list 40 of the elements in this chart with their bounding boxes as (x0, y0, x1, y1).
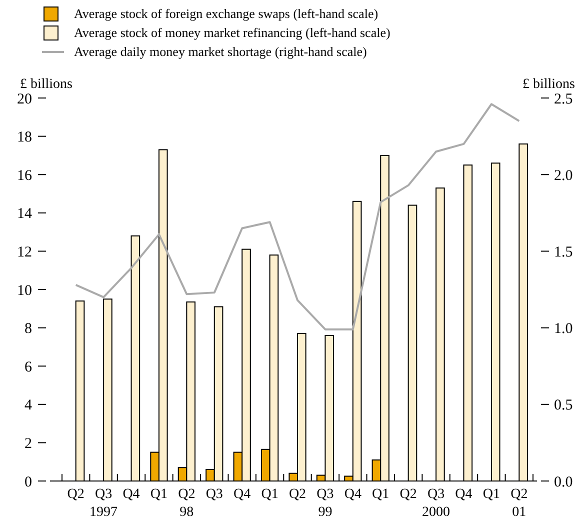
x-tick-label: Q3 (206, 487, 223, 502)
y-tick-label: 2 (24, 436, 32, 452)
x-tick-label: Q3 2000 (422, 487, 450, 520)
y-tick-label: 18 (17, 130, 32, 146)
x-tick-label: Q2 (288, 487, 306, 502)
y2-tick-label: 0.5 (554, 398, 573, 414)
y2-tick-label: 2.5 (554, 91, 573, 108)
line-series (74, 103, 520, 330)
y-tick-label: 16 (17, 168, 32, 184)
y2-tick-label: 2.0 (554, 168, 573, 184)
y2-tick-label: 1.0 (554, 321, 573, 338)
y2-tick-label: 0.0 (554, 474, 573, 490)
y-tick-label: 4 (24, 398, 32, 414)
x-tick-label: Q4 (122, 487, 140, 502)
y-tick-label: 20 (17, 91, 32, 108)
x-tick-label: Q2 (67, 487, 84, 502)
y-tick-label: 14 (17, 206, 32, 222)
y-tick-label: 6 (24, 359, 32, 376)
y-axis-title: £ billions (20, 77, 73, 92)
x-tick-label: Q4 (344, 487, 362, 502)
legend-label: Average stock of foreign exchange swaps (left-hand scale) (74, 6, 378, 21)
x-tick-label: Q2 98 (178, 487, 196, 520)
x-tick-label: Q1 (261, 487, 278, 502)
x-tick-label: Q3 99 (316, 487, 334, 520)
x-tick-label: Q4 (234, 487, 251, 502)
x-tick-label: Q1 (482, 487, 500, 502)
x-tick-label: Q1 (372, 487, 390, 502)
y2-axis-title: £ billions (522, 77, 575, 92)
y-tick-label: 0 (24, 474, 32, 490)
x-tick-label: Q2 (400, 487, 417, 502)
x-tick-label: Q3 1997 (90, 487, 118, 520)
legend-label: Average stock of money market refinancing (left-hand scale) (74, 25, 390, 40)
x-tick-label: Q2 01 (510, 487, 528, 520)
y-tick-label: 8 (24, 321, 32, 338)
y2-tick-label: 1.5 (554, 244, 573, 260)
x-tick-label: Q1 (150, 487, 168, 502)
legend-label: Average daily money market shortage (right-hand scale) (74, 44, 367, 59)
y-tick-label: 12 (17, 244, 32, 260)
x-tick-label: Q4 (455, 487, 472, 502)
y-tick-label: 10 (17, 282, 32, 299)
